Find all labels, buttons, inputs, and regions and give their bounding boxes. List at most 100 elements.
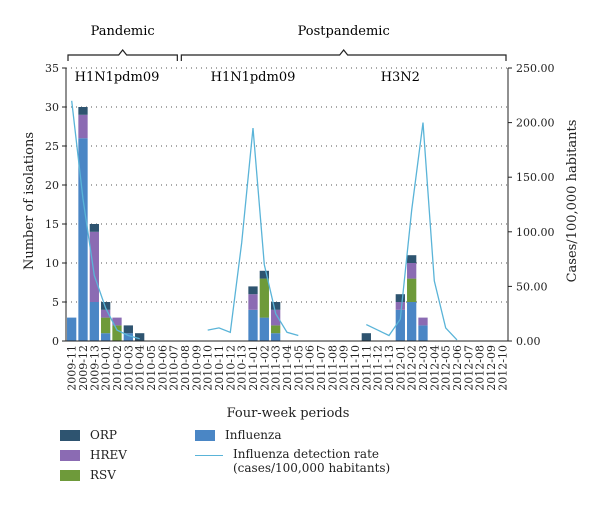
annotation-label: H1N1pdm09 [75,70,160,85]
x-tick-label: 2011-12 [372,345,385,391]
x-tick-label: 2011-07 [315,345,328,391]
bar-influenza-2011-01 [248,309,258,341]
bar-influenza-2012-01 [395,309,405,341]
chart: 0 5 10 15 20 25 30 35 0.00 50.00 100.00 150.00 200.… [22,24,580,421]
detection-rate-segment [366,122,458,341]
y2-axis-title: Cases/100,000 habitants [565,120,580,283]
x-tick-label: 2012-09 [485,345,498,391]
period-label-pandemic: Pandemic [91,24,155,39]
legend-swatch-rsv [60,470,80,481]
x-tick-label: 2010-10 [202,345,215,391]
right-tick-label: 250.00 [516,62,555,75]
x-tick-label: 2010-09 [190,345,203,391]
period-brackets: Pandemic Postpandemic [67,24,507,61]
right-tick-label: 100.00 [516,226,555,239]
detection-rate-line [71,100,458,341]
bar-hrev-2010-02 [112,317,122,326]
bar-orp-2012-02 [407,255,417,263]
legend-item-influenza: Influenza [195,428,282,442]
x-tick-label: 2011-05 [292,345,305,391]
x-tick-label: 2012-01 [394,345,407,391]
bar-hrev-2009-12 [78,114,88,139]
x-tick-label: 2010-01 [100,345,113,391]
detection-rate-segment [71,100,140,340]
x-tick-label: 2010-05 [145,345,158,391]
bar-influenza-2011-03 [271,333,281,341]
x-tick-label: 2009-11 [66,345,79,391]
x-tick-label: 2011-11 [360,345,373,391]
x-tick-label: 2011-03 [270,345,283,391]
x-tick-label: 2012-03 [417,345,430,391]
x-tick-label: 2011-08 [326,345,339,391]
right-tick-label: 50.00 [516,280,548,293]
bar-influenza-2010-03 [123,333,133,341]
x-tick-label: 2010-03 [122,345,135,391]
period-label-postpandemic: Postpandemic [298,24,390,39]
x-tick-label: 2010-11 [213,345,226,391]
bar-influenza-2012-03 [418,325,428,341]
bar-orp-2011-11 [361,333,371,341]
x-tick-label: 2012-08 [474,345,487,391]
x-tick-label: 2012-06 [451,345,464,391]
x-axis-title: Four-week periods [227,406,350,421]
bar-hrev-2012-03 [418,317,428,326]
x-tick-label: 2010-12 [224,345,237,391]
legend-label-hrev: HREV [90,448,127,462]
x-tick-label: 2011-04 [281,345,294,391]
legend: ORP HREV RSV Influenza Influenza detecti… [60,428,480,500]
legend-label-detection-rate: Influenza detection rate (cases/100,000 … [233,447,391,475]
bar-influenza-2010-01 [101,333,111,341]
bar-rsv-2011-02 [259,278,269,318]
x-tick-label: 2009-12 [77,345,90,391]
annotation-label: H1N1pdm09 [211,70,296,85]
legend-swatch-orp [60,430,80,441]
right-y-ticks: 0.00 50.00 100.00 150.00 200.00 250.00 [508,62,555,348]
legend-item-hrev: HREV [60,448,127,462]
x-tick-label: 2012-07 [462,345,475,391]
bar-rsv-2010-02 [112,325,122,341]
bar-hrev-2012-01 [395,302,405,310]
x-tick-label: 2012-02 [406,345,419,391]
x-tick-label: 2010-13 [236,345,249,391]
period-bracket-postpandemic [180,49,507,61]
bar-rsv-2010-01 [101,317,111,334]
x-tick-label: 2011-06 [304,345,317,391]
legend-swatch-influenza [195,430,215,441]
x-tick-labels: 2009-112009-122009-132010-012010-022010-… [66,345,510,391]
bar-influenza-2009-13 [89,302,99,341]
bar-influenza-2009-11 [67,317,77,341]
legend-swatch-hrev [60,450,80,461]
x-tick-label: 2009-13 [88,345,101,391]
x-tick-label: 2011-09 [338,345,351,391]
y-axis-title: Number of isolations [22,132,37,270]
x-tick-label: 2011-02 [258,345,271,391]
annotation-label: H3N2 [381,70,420,85]
left-tick-label: 25 [45,140,59,153]
x-tick-label: 2010-08 [179,345,192,391]
bar-orp-2009-13 [89,224,99,232]
x-tick-label: 2010-07 [168,345,181,391]
left-tick-label: 0 [52,335,59,348]
bar-influenza-2009-12 [78,138,88,341]
legend-label-rsv: RSV [90,468,116,482]
bar-hrev-2012-02 [407,263,417,279]
left-tick-label: 30 [45,101,59,114]
x-tick-label: 2011-13 [383,345,396,391]
bar-rsv-2011-03 [271,325,281,334]
legend-item-rsv: RSV [60,468,116,482]
x-tick-label: 2010-06 [156,345,169,391]
legend-swatch-detection-rate [195,455,223,456]
left-tick-label: 20 [45,179,59,192]
x-tick-label: 2010-02 [111,345,124,391]
x-tick-label: 2011-01 [247,345,260,391]
x-tick-label: 2012-05 [440,345,453,391]
left-y-ticks: 0 5 10 15 20 25 30 35 [45,62,66,348]
bar-orp-2010-04 [135,333,145,341]
x-tick-label: 2012-04 [428,345,441,391]
bar-influenza-2011-02 [259,317,269,341]
period-bracket-pandemic [67,49,178,61]
left-tick-label: 35 [45,62,59,75]
bar-orp-2012-01 [395,294,405,302]
grid-lines [66,67,508,303]
bars [67,107,428,341]
